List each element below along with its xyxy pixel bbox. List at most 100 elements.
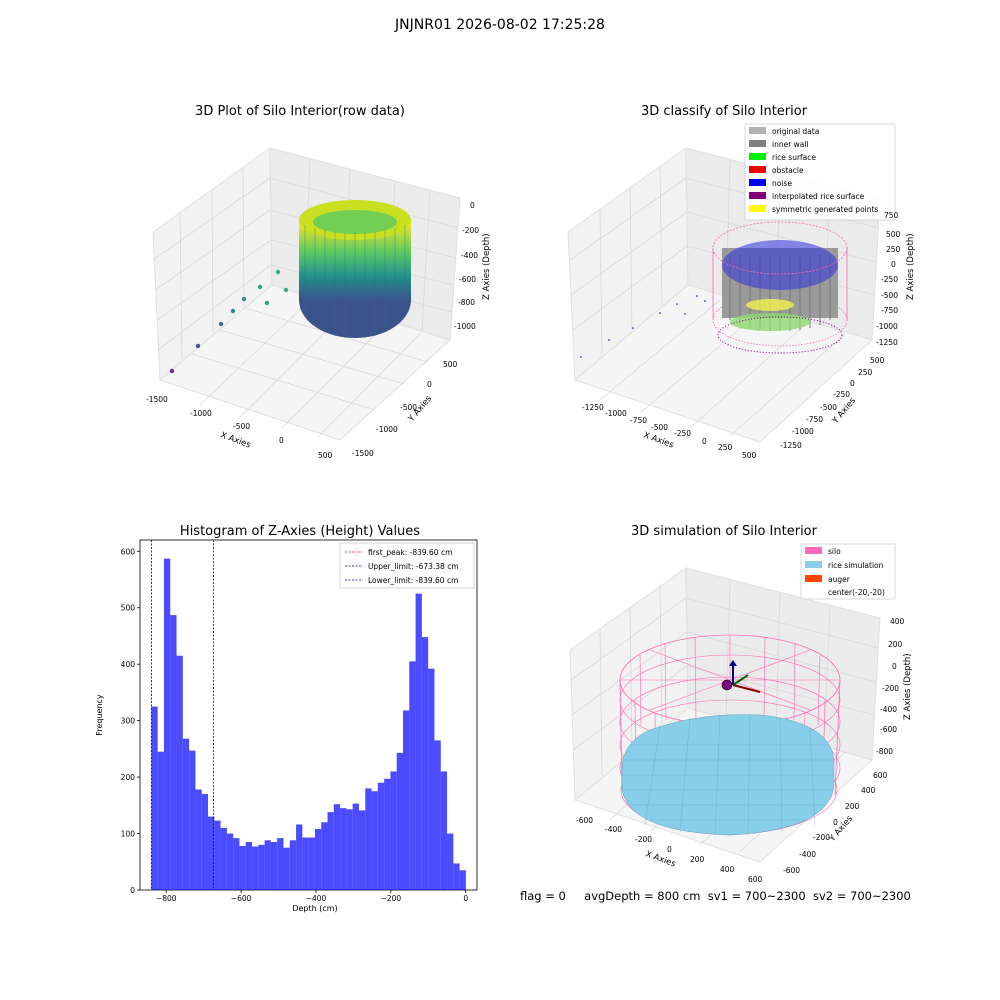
sim-xtick-label: -200 [635,835,652,844]
histogram-x-tick-label: −200 [381,894,402,903]
classify-ztick-label: -500 [881,291,898,300]
histogram-x-tick-label: −400 [306,894,327,903]
raw-ztick-label: 0 [470,201,475,210]
raw-ytick-label: -500 [400,403,417,412]
depth-histogram: −800 −600 −400 −200 0 0 100 200 300 400 500 600 De… [95,539,478,913]
sim-xtick-label: 600 [748,875,763,884]
histogram-x-ticks: −800 −600 −400 −200 0 [156,890,468,903]
classify-silo-cylinder [712,221,848,354]
classify-xtick-label: -750 [630,416,647,425]
histogram-bar [409,661,416,890]
histogram-bar [277,838,284,890]
raw-ztick-label: -600 [459,275,476,284]
classify-plot-title: 3D classify of Silo Interior [640,104,808,119]
histogram-y-tick-label: 400 [121,660,136,669]
sim-ytick-label: 400 [861,786,876,795]
histogram-y-tick-label: 600 [121,547,136,556]
legend-swatch-original-data [749,127,766,134]
classify-xtick-label: -250 [674,429,691,438]
histogram-bar [314,829,322,890]
sim-ztick-label: -400 [880,705,897,714]
classify-xtick-label: -1000 [605,409,627,418]
classify-ztick-label: 250 [886,245,901,254]
sim-ytick-label: -400 [799,850,816,859]
histogram-bar [308,837,315,890]
legend-label: rice simulation [828,561,884,570]
legend-swatch-symmetric [749,205,766,212]
raw-3d-plot: -1500 -1000 -500 0 500 500 0 -500 -1000 … [146,147,492,460]
sim-ztick-label: 400 [890,617,905,626]
classify-3d-plot: original data inner wall rice surface ob… [567,123,916,460]
figure-suptitle: JNJNR01 2026-08-02 17:25:28 [395,17,605,33]
histogram-bar [270,842,278,890]
histogram-bar [371,791,378,890]
sim-ytick-label: 200 [845,802,860,811]
histogram-x-tick-label: −600 [231,894,252,903]
histogram-bar [340,808,347,890]
raw-z-axis-label: Z Axies (Depth) [482,233,492,300]
histogram-bar [189,750,196,890]
histogram-x-tick-label: −800 [156,894,177,903]
sim-xtick-label: -400 [605,825,622,834]
legend-swatch-obstacle [749,166,766,173]
legend-label: auger [828,575,851,584]
histogram-bar [296,824,303,890]
classify-ztick-label: -1250 [876,338,898,347]
histogram-bar [346,809,353,890]
sim-xtick-label: -600 [576,816,593,825]
raw-xtick-label: 500 [318,451,333,460]
histogram-bar [233,838,240,890]
raw-ztick-label: -800 [458,298,475,307]
histogram-bar [434,740,441,890]
classify-ytick-label: -1000 [792,427,814,436]
histogram-y-ticks: 0 100 200 300 400 500 600 [121,547,140,895]
sim-ztick-label: -800 [876,747,893,756]
classify-axis-ticks: -1250 -1000 -750 -500 -250 0 250 500 500… [582,211,901,460]
histogram-bar [447,833,454,890]
histogram-bar [220,827,227,890]
classify-ztick-label: 0 [891,260,896,269]
status-avg-depth: avgDepth = 800 cm [584,889,701,903]
histogram-y-tick-label: 100 [121,830,136,839]
classify-ytick-label: -1250 [780,441,802,450]
histogram-bar [163,558,171,890]
histogram-bar [302,837,309,890]
histogram-bar [226,833,234,890]
histogram-bar [352,803,359,890]
raw-ytick-label: 500 [443,360,458,369]
histogram-bar [245,842,253,890]
histogram-bar [283,847,290,890]
histogram-bar [403,710,410,890]
histogram-bar [333,804,341,890]
simulation-axis-ticks: -600 -400 -200 0 200 400 600 600 400 200… [576,617,905,884]
histogram-bar [182,738,190,890]
legend-label: symmetric generated points [772,205,878,214]
rice-simulation-surface [621,714,835,836]
status-sv2: sv2 = 700~2300 [812,889,911,903]
legend-swatch-inner-wall [749,140,766,147]
histogram-bar [390,771,397,890]
classify-ytick-label: 0 [850,379,855,388]
sim-ztick-label: 200 [888,640,903,649]
histogram-bar [201,794,208,890]
simulation-plot-title: 3D simulation of Silo Interior [631,524,817,539]
raw-xtick-label: -1500 [146,395,168,404]
raw-outlier-points [169,269,289,374]
sim-ytick-label: 600 [873,771,888,780]
legend-label: rice surface [772,153,816,162]
histogram-bar [377,782,385,890]
raw-x-axis-label: X Axies [219,430,252,450]
raw-ytick-label: 0 [427,380,432,389]
legend-label: obstacle [772,166,804,175]
histogram-bar [195,789,202,890]
simulation-x-axis-label: X Axies [644,849,677,869]
legend-label: Lower_limit: -839.60 cm [368,576,458,585]
histogram-bar [264,840,271,890]
sim-ztick-label: -600 [880,725,897,734]
histogram-bar [421,637,429,890]
sim-xtick-label: 200 [690,855,705,864]
simulation-legend: silo rice simulation auger center(-20,-2… [800,543,896,600]
sim-ytick-label: -200 [813,833,830,842]
histogram-bar [453,863,460,890]
histogram-limit-lines [150,540,215,890]
